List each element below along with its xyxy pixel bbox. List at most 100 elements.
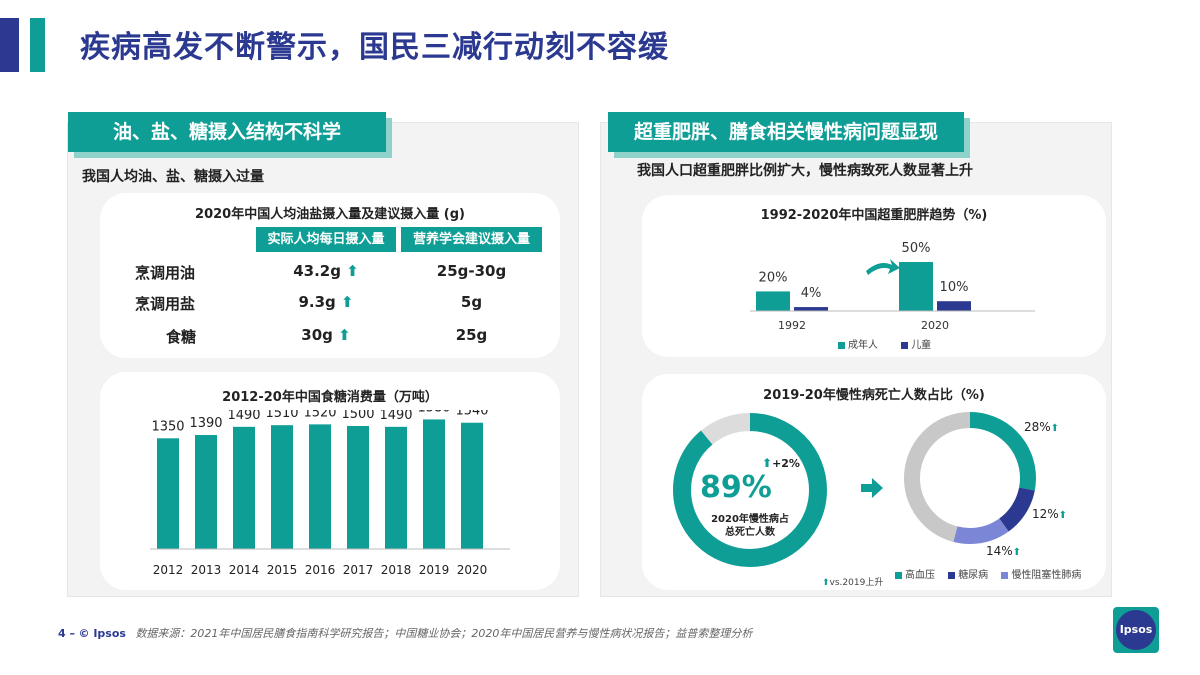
legend-swatch-hypertension xyxy=(895,571,902,579)
sugar-bar-2019 xyxy=(423,419,445,549)
row-recommended-sugar: 25g xyxy=(455,326,488,344)
intake-table-title: 2020年中国人均油盐摄入量及建议摄入量 (g) xyxy=(195,207,465,222)
right-subhead: 我国人口超重肥胖比例扩大，慢性病致死人数显著上升 xyxy=(637,163,973,179)
sugar-value-label: 1490 xyxy=(379,410,412,423)
obesity-bar-1992-0 xyxy=(756,291,790,311)
sugar-year-label: 2015 xyxy=(267,563,298,577)
sugar-year-label: 2018 xyxy=(381,563,412,577)
chronic-share-donut xyxy=(673,413,827,567)
death-note: ⬆vs.2019上升 xyxy=(822,575,883,588)
row-actual-salt: 9.3g ⬆ xyxy=(256,293,396,311)
row-actual-oil: 43.2g ⬆ xyxy=(256,262,396,280)
sugar-year-label: 2014 xyxy=(229,563,260,577)
legend-label-copd: 慢性阻塞性肺病 xyxy=(1011,570,1082,581)
left-section-tag: 油、盐、糖摄入结构不科学 xyxy=(68,112,386,152)
label-text: 12% xyxy=(1032,507,1059,521)
sugar-bar-2017 xyxy=(347,426,369,549)
sugar-year-label: 2013 xyxy=(191,563,222,577)
disease-share-donut xyxy=(904,412,1036,544)
trend-arrow-icon xyxy=(866,259,900,275)
big-donut-change: ⬆+2% xyxy=(762,456,800,470)
sugar-value-label: 1490 xyxy=(227,410,260,423)
death-chart-title: 2019-20年慢性病死亡人数占比（%) xyxy=(763,388,985,403)
sugar-value-label: 1350 xyxy=(151,419,184,434)
donut-slice-其他 xyxy=(673,413,827,567)
obesity-legend: 成年人 儿童 xyxy=(838,336,931,351)
obesity-value-label: 4% xyxy=(801,286,822,301)
page-title: 疾病高发不断警示，国民三减行动刻不容缓 xyxy=(80,30,669,65)
value-text: 30g xyxy=(301,326,333,344)
slice-label-diabetes: 12%⬆ xyxy=(1032,507,1067,521)
value-text: 43.2g xyxy=(293,262,341,280)
footer-brand: © Ipsos xyxy=(78,627,126,640)
big-donut-caption-1: 2020年慢性病占 xyxy=(711,514,789,525)
row-label-sugar: 食糖 xyxy=(166,328,197,346)
row-label-salt: 烹调用盐 xyxy=(135,295,196,313)
logo-circle xyxy=(1116,610,1156,650)
obesity-value-label: 10% xyxy=(940,280,969,295)
left-subhead: 我国人均油、盐、糖摄入过量 xyxy=(82,169,264,185)
sugar-year-label: 2012 xyxy=(153,563,184,577)
obesity-year-label: 1992 xyxy=(778,319,806,332)
obesity-chart-card xyxy=(642,195,1106,357)
legend-swatch-adult xyxy=(838,341,845,349)
obesity-bar-1992-1 xyxy=(794,307,828,311)
arrow-up-icon: ⬆ xyxy=(346,262,359,280)
donut-slice-慢性阻塞性肺病 xyxy=(904,412,1036,544)
sugar-bar-2013 xyxy=(195,435,217,549)
col-header-actual: 实际人均每日摄入量 xyxy=(256,227,396,252)
slice-label-copd: 14%⬆ xyxy=(986,544,1021,558)
row-label-oil: 烹调用油 xyxy=(135,264,196,282)
sugar-chart-title: 2012-20年中国食糖消费量（万吨） xyxy=(222,390,438,405)
right-arrow-icon xyxy=(861,478,883,498)
donut-slice-rest xyxy=(904,412,1036,544)
sugar-bar-2015 xyxy=(271,425,293,549)
label-text: 14% xyxy=(986,544,1013,558)
obesity-chart-title: 1992-2020年中国超重肥胖趋势（%) xyxy=(760,208,988,223)
arrow-up-icon: ⬆ xyxy=(762,456,773,470)
obesity-bar-chart: 20% 4% 1992 50% 10% 2020 xyxy=(750,241,1035,332)
big-donut-value: 89% xyxy=(700,470,772,505)
legend-label-diabetes: 糖尿病 xyxy=(958,570,989,581)
sugar-bar-2020 xyxy=(461,422,483,549)
arrow-up-icon: ⬆ xyxy=(1050,423,1060,434)
intake-table-card xyxy=(100,193,560,358)
sugar-bar-2014 xyxy=(233,426,255,549)
obesity-bar-2020-0 xyxy=(899,262,933,311)
legend-swatch-diabetes xyxy=(948,571,956,579)
obesity-value-label: 50% xyxy=(902,241,931,256)
sugar-bar-2012 xyxy=(157,438,179,549)
sugar-value-label: 1580 xyxy=(417,410,450,415)
note-text: vs.2019上升 xyxy=(829,578,884,588)
legend-label-child: 儿童 xyxy=(911,340,932,351)
arrow-up-icon: ⬆ xyxy=(1012,547,1022,558)
sugar-bar-2018 xyxy=(385,426,407,549)
sugar-year-label: 2016 xyxy=(305,563,336,577)
legend-swatch-child xyxy=(901,341,909,349)
logo-text: Ipsos xyxy=(1119,623,1153,636)
sugar-bar-chart: 1350 2012 1390 2013 1490 2014 1510 2015 1520 2016… xyxy=(150,410,510,577)
sugar-value-label: 1520 xyxy=(303,410,336,420)
row-actual-sugar: 30g ⬆ xyxy=(256,326,396,344)
arrow-up-icon: ⬆ xyxy=(340,293,354,311)
legend-label-adult: 成年人 xyxy=(848,340,878,351)
obesity-bar-2020-1 xyxy=(937,301,971,311)
footer-source: 数据来源：2021年中国居民膳食指南科学研究报告；中国糖业协会；2020年中国居… xyxy=(135,627,753,640)
sugar-year-label: 2020 xyxy=(457,563,488,577)
change-text: +2% xyxy=(772,457,800,470)
sugar-value-label: 1390 xyxy=(189,416,222,431)
big-donut-caption-2: 总死亡人数 xyxy=(725,527,775,538)
sugar-year-label: 2019 xyxy=(419,563,450,577)
page-number: 4 – xyxy=(58,627,75,640)
sugar-value-label: 1500 xyxy=(341,410,374,422)
sugar-value-label: 1540 xyxy=(455,410,488,419)
title-accent-navy xyxy=(0,18,19,72)
right-section-tag: 超重肥胖、膳食相关慢性病问题显现 xyxy=(608,112,964,152)
title-accent-teal xyxy=(30,18,45,72)
obesity-year-label: 2020 xyxy=(921,319,949,332)
obesity-value-label: 20% xyxy=(759,270,788,285)
value-text: 9.3g xyxy=(298,293,336,311)
arrow-up-icon: ⬆ xyxy=(338,326,351,344)
col-header-recommended: 营养学会建议摄入量 xyxy=(401,227,542,252)
sugar-value-label: 1510 xyxy=(265,410,298,421)
